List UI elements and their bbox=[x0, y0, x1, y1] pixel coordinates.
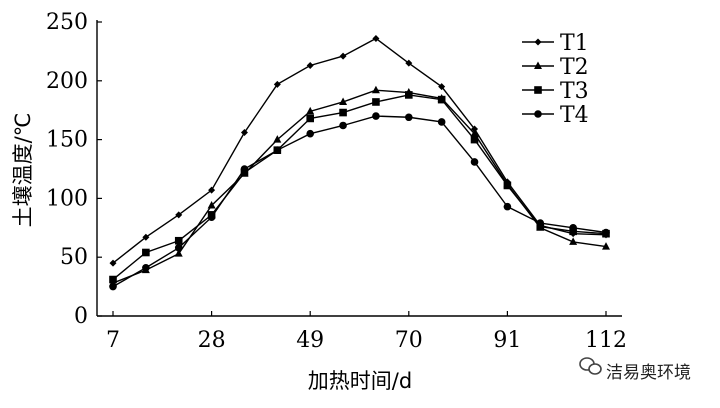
series-t3-point bbox=[339, 108, 347, 117]
legend-label-t2: T2 bbox=[560, 55, 589, 80]
wechat-icon bbox=[579, 357, 602, 375]
series-t1-point bbox=[339, 52, 347, 60]
axes: 0 50 100 150 200 250 7 28 49 70 91 112 bbox=[46, 10, 627, 353]
series-t2-point bbox=[174, 249, 183, 257]
series-t4-point bbox=[109, 282, 117, 291]
series-t4 bbox=[109, 112, 610, 291]
series-t3 bbox=[109, 91, 610, 284]
legend-label-t3: T3 bbox=[560, 79, 589, 104]
series-t2-point bbox=[602, 242, 610, 250]
series-t1 bbox=[109, 34, 610, 267]
series-t4-point bbox=[174, 243, 183, 252]
series-t4-point bbox=[536, 219, 545, 227]
series-t2-point bbox=[207, 200, 216, 209]
series-t1-point bbox=[372, 34, 380, 42]
series-t1-point bbox=[471, 125, 479, 133]
legend-label-t4: T4 bbox=[560, 103, 589, 128]
series-t4-point bbox=[240, 165, 249, 173]
series-t3-point bbox=[470, 135, 479, 144]
series-t2-point bbox=[306, 106, 315, 115]
series-t1-point bbox=[306, 62, 314, 70]
legend-item-t3: T3 bbox=[522, 79, 589, 104]
series-t3-point bbox=[142, 248, 150, 257]
series-t2-point bbox=[569, 237, 578, 245]
series-t3-line bbox=[112, 94, 607, 281]
watermark: 洁易奥环境 bbox=[579, 357, 691, 383]
series-t2-point bbox=[470, 129, 479, 137]
y-tick-label: 150 bbox=[46, 128, 88, 153]
series-t4-point bbox=[339, 121, 347, 130]
y-tick-label: 250 bbox=[46, 10, 88, 35]
x-tick-label: 49 bbox=[296, 328, 324, 353]
series-t4-point bbox=[207, 213, 216, 222]
series-layer bbox=[109, 34, 610, 291]
legend-marker-t2 bbox=[534, 61, 542, 69]
series-t4-point bbox=[569, 224, 577, 232]
x-tick-label: 91 bbox=[493, 328, 521, 353]
series-t1-point bbox=[438, 83, 446, 91]
series-t1-point bbox=[273, 80, 281, 88]
legend-marker-t3 bbox=[534, 86, 542, 94]
y-axis-title: 土壤温度/℃ bbox=[11, 113, 35, 228]
legend-marker-t4 bbox=[534, 110, 542, 118]
legend-item-t1: T1 bbox=[522, 31, 589, 56]
series-t4-point bbox=[405, 113, 413, 122]
series-t2-point bbox=[339, 97, 348, 105]
series-t1-point bbox=[109, 259, 117, 267]
series-t1-point bbox=[240, 129, 248, 137]
series-t3-point bbox=[503, 181, 512, 190]
series-t3-point bbox=[372, 98, 380, 106]
watermark-text: 洁易奥环境 bbox=[606, 363, 691, 383]
legend-marker-t1 bbox=[534, 38, 542, 46]
x-tick-label: 7 bbox=[106, 328, 120, 353]
series-t4-point bbox=[372, 112, 380, 120]
series-t3-point bbox=[405, 91, 413, 99]
series-t2-point bbox=[371, 85, 380, 94]
x-tick-label: 112 bbox=[585, 328, 627, 353]
series-t3-point bbox=[174, 236, 183, 245]
legend-item-t4: T4 bbox=[522, 103, 589, 128]
series-t1-line bbox=[112, 37, 607, 264]
series-t4-line bbox=[112, 115, 607, 288]
series-t2-point bbox=[273, 135, 282, 143]
x-axis-title: 加热时间/d bbox=[308, 369, 412, 393]
series-t4-point bbox=[437, 118, 446, 126]
series-t4-point bbox=[142, 263, 150, 272]
y-tick-label: 100 bbox=[46, 186, 88, 211]
series-t4-point bbox=[503, 202, 512, 211]
y-tick-label: 0 bbox=[74, 304, 88, 329]
series-t4-point bbox=[470, 158, 479, 166]
series-t1-point bbox=[142, 233, 150, 241]
series-t2-line bbox=[112, 89, 607, 284]
x-tick-label: 70 bbox=[395, 328, 423, 353]
series-t4-point bbox=[602, 228, 610, 237]
series-t1-point bbox=[208, 186, 216, 194]
y-tick-label: 50 bbox=[60, 245, 88, 270]
legend-item-t2: T2 bbox=[522, 55, 589, 80]
series-t4-point bbox=[273, 146, 282, 154]
series-t1-point bbox=[405, 59, 413, 67]
series-t4-point bbox=[306, 129, 315, 138]
series-t1-point bbox=[175, 211, 183, 219]
series-t3-point bbox=[437, 95, 446, 104]
series-t3-point bbox=[109, 275, 117, 284]
y-tick-label: 200 bbox=[46, 69, 88, 94]
legend-label-t1: T1 bbox=[560, 31, 589, 56]
x-tick-label: 28 bbox=[198, 328, 226, 353]
series-t3-point bbox=[306, 114, 314, 123]
